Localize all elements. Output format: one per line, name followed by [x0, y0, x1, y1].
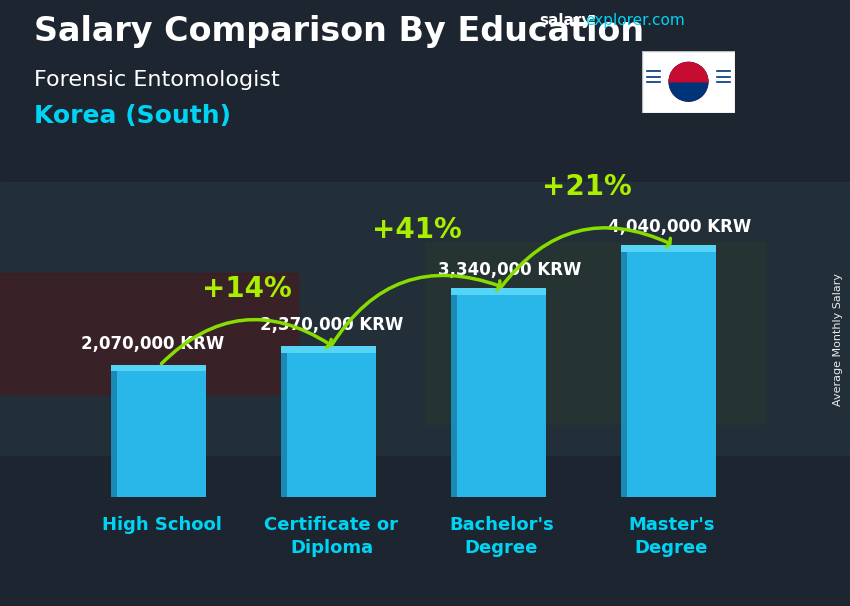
- Bar: [621, 252, 627, 497]
- Bar: [0, 182, 850, 454]
- Text: +14%: +14%: [201, 275, 292, 303]
- Text: 2,370,000 KRW: 2,370,000 KRW: [260, 316, 403, 335]
- Text: 4,040,000 KRW: 4,040,000 KRW: [609, 218, 751, 236]
- Wedge shape: [669, 62, 708, 82]
- Text: explorer.com: explorer.com: [585, 13, 684, 28]
- Circle shape: [683, 87, 694, 96]
- Bar: [627, 252, 716, 497]
- Bar: [281, 353, 287, 497]
- Circle shape: [683, 67, 694, 77]
- Bar: [457, 295, 546, 497]
- Bar: [0, 273, 298, 394]
- Bar: [451, 288, 546, 295]
- Text: +21%: +21%: [541, 173, 632, 202]
- Text: salary: salary: [540, 13, 592, 28]
- Text: Bachelor's
Degree: Bachelor's Degree: [449, 516, 554, 558]
- Text: Salary Comparison By Education: Salary Comparison By Education: [34, 15, 644, 48]
- Bar: [425, 242, 765, 424]
- Text: Certificate or
Diploma: Certificate or Diploma: [264, 516, 399, 558]
- Bar: [117, 371, 206, 497]
- Text: Average Monthly Salary: Average Monthly Salary: [833, 273, 843, 406]
- Text: Master's
Degree: Master's Degree: [628, 516, 715, 558]
- Bar: [621, 245, 716, 252]
- Bar: [451, 295, 457, 497]
- Circle shape: [669, 62, 708, 101]
- Text: 3,340,000 KRW: 3,340,000 KRW: [439, 261, 581, 279]
- Text: High School: High School: [101, 516, 222, 534]
- Text: 2,070,000 KRW: 2,070,000 KRW: [82, 335, 224, 353]
- Circle shape: [669, 62, 708, 101]
- Bar: [287, 353, 376, 497]
- Text: Korea (South): Korea (South): [34, 104, 231, 128]
- Bar: [111, 365, 206, 371]
- Bar: [111, 371, 117, 497]
- Bar: [281, 347, 376, 353]
- Text: Forensic Entomologist: Forensic Entomologist: [34, 70, 280, 90]
- Text: +41%: +41%: [371, 216, 462, 244]
